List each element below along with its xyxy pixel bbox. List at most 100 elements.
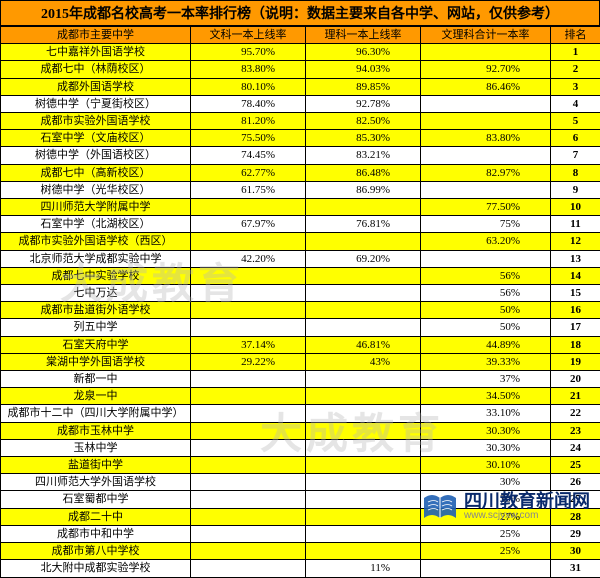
cell-school: 七中嘉祥外国语学校: [1, 44, 191, 61]
table-row: 成都外国语学校80.10%89.85%86.46%3: [1, 78, 600, 95]
cell-total: 37%: [421, 371, 551, 388]
cell-total: 56%: [421, 267, 551, 284]
ranking-table: 成都市主要中学 文科一本上线率 理科一本上线率 文理科合计一本率 排名 七中嘉祥…: [0, 26, 600, 578]
cell-total: 50%: [421, 319, 551, 336]
cell-school: 新都一中: [1, 371, 191, 388]
table-row: 盐道街中学30.10%25: [1, 457, 600, 474]
cell-school: 棠湖中学外国语学校: [1, 353, 191, 370]
cell-total: 30.30%: [421, 439, 551, 456]
cell-rank: 28: [551, 508, 600, 525]
cell-wenke: [191, 199, 306, 216]
cell-like: [306, 233, 421, 250]
table-row: 成都市中和中学25%29: [1, 525, 600, 542]
cell-school: 北京师范大学成都实验中学: [1, 250, 191, 267]
cell-wenke: [191, 491, 306, 508]
cell-total: 25%: [421, 525, 551, 542]
table-row: 列五中学50%17: [1, 319, 600, 336]
cell-wenke: 81.20%: [191, 113, 306, 130]
table-row: 石室中学（文庙校区）75.50%85.30%83.80%6: [1, 130, 600, 147]
cell-like: [306, 371, 421, 388]
cell-like: 69.20%: [306, 250, 421, 267]
cell-rank: 24: [551, 439, 600, 456]
cell-school: 成都市第八中学校: [1, 543, 191, 560]
cell-rank: 21: [551, 388, 600, 405]
table-row: 成都市十二中（四川大学附属中学）33.10%22: [1, 405, 600, 422]
cell-wenke: [191, 474, 306, 491]
cell-wenke: 80.10%: [191, 78, 306, 95]
col-school: 成都市主要中学: [1, 27, 191, 44]
table-row: 玉林中学30.30%24: [1, 439, 600, 456]
cell-like: 92.78%: [306, 95, 421, 112]
cell-school: 七中万达: [1, 285, 191, 302]
table-row: 成都市盐道街外语学校50%16: [1, 302, 600, 319]
table-title: 2015年成都名校高考一本率排行榜（说明：数据主要来自各中学、网站，仅供参考）: [0, 0, 600, 26]
cell-rank: 13: [551, 250, 600, 267]
cell-wenke: [191, 560, 306, 577]
cell-total: [421, 181, 551, 198]
table-row: 树德中学（宁夏街校区）78.40%92.78%4: [1, 95, 600, 112]
table-row: 七中嘉祥外国语学校95.70%96.30%1: [1, 44, 600, 61]
cell-total: 83.80%: [421, 130, 551, 147]
cell-rank: 30: [551, 543, 600, 560]
cell-like: [306, 439, 421, 456]
cell-wenke: [191, 285, 306, 302]
cell-total: 44.89%: [421, 336, 551, 353]
cell-school: 四川师范大学外国语学校: [1, 474, 191, 491]
table-row: 石室中学（北湖校区）67.97%76.81%75%11: [1, 216, 600, 233]
cell-total: 30.30%: [421, 422, 551, 439]
cell-school: 成都七中实验学校: [1, 267, 191, 284]
table-row: 成都市实验外国语学校（西区）63.20%12: [1, 233, 600, 250]
cell-rank: 16: [551, 302, 600, 319]
table-row: 龙泉一中34.50%21: [1, 388, 600, 405]
cell-wenke: [191, 405, 306, 422]
cell-rank: 14: [551, 267, 600, 284]
cell-like: 82.50%: [306, 113, 421, 130]
cell-school: 成都七中（林荫校区）: [1, 61, 191, 78]
cell-school: 石室中学（北湖校区）: [1, 216, 191, 233]
cell-wenke: 37.14%: [191, 336, 306, 353]
cell-wenke: [191, 543, 306, 560]
table-row: 四川师范大学外国语学校30%26: [1, 474, 600, 491]
cell-like: 76.81%: [306, 216, 421, 233]
cell-total: 39.33%: [421, 353, 551, 370]
cell-wenke: 42.20%: [191, 250, 306, 267]
cell-total: 86.46%: [421, 78, 551, 95]
cell-rank: 26: [551, 474, 600, 491]
cell-wenke: [191, 525, 306, 542]
table-row: 石室蜀都中学30%27: [1, 491, 600, 508]
cell-like: [306, 457, 421, 474]
cell-school: 石室天府中学: [1, 336, 191, 353]
table-row: 成都市第八中学校 25%30: [1, 543, 600, 560]
table-row: 七中万达56%15: [1, 285, 600, 302]
cell-like: 86.99%: [306, 181, 421, 198]
cell-school: 成都外国语学校: [1, 78, 191, 95]
cell-total: [421, 147, 551, 164]
cell-like: [306, 525, 421, 542]
cell-rank: 7: [551, 147, 600, 164]
cell-wenke: 67.97%: [191, 216, 306, 233]
cell-rank: 9: [551, 181, 600, 198]
cell-school: 北大附中成都实验学校: [1, 560, 191, 577]
cell-like: 43%: [306, 353, 421, 370]
cell-school: 石室中学（文庙校区）: [1, 130, 191, 147]
cell-total: [421, 560, 551, 577]
col-rank: 排名: [551, 27, 600, 44]
cell-wenke: [191, 508, 306, 525]
cell-total: 25%: [421, 543, 551, 560]
cell-school: 树德中学（外国语校区）: [1, 147, 191, 164]
cell-total: 77.50%: [421, 199, 551, 216]
cell-wenke: [191, 233, 306, 250]
table-row: 四川师范大学附属中学77.50%10: [1, 199, 600, 216]
cell-total: 92.70%: [421, 61, 551, 78]
table-row: 棠湖中学外国语学校29.22%43%39.33%19: [1, 353, 600, 370]
cell-total: [421, 113, 551, 130]
cell-like: 96.30%: [306, 44, 421, 61]
cell-total: 50%: [421, 302, 551, 319]
cell-total: 82.97%: [421, 164, 551, 181]
cell-wenke: 75.50%: [191, 130, 306, 147]
cell-rank: 20: [551, 371, 600, 388]
cell-like: [306, 405, 421, 422]
cell-rank: 22: [551, 405, 600, 422]
cell-like: 11%: [306, 560, 421, 577]
cell-total: 34.50%: [421, 388, 551, 405]
